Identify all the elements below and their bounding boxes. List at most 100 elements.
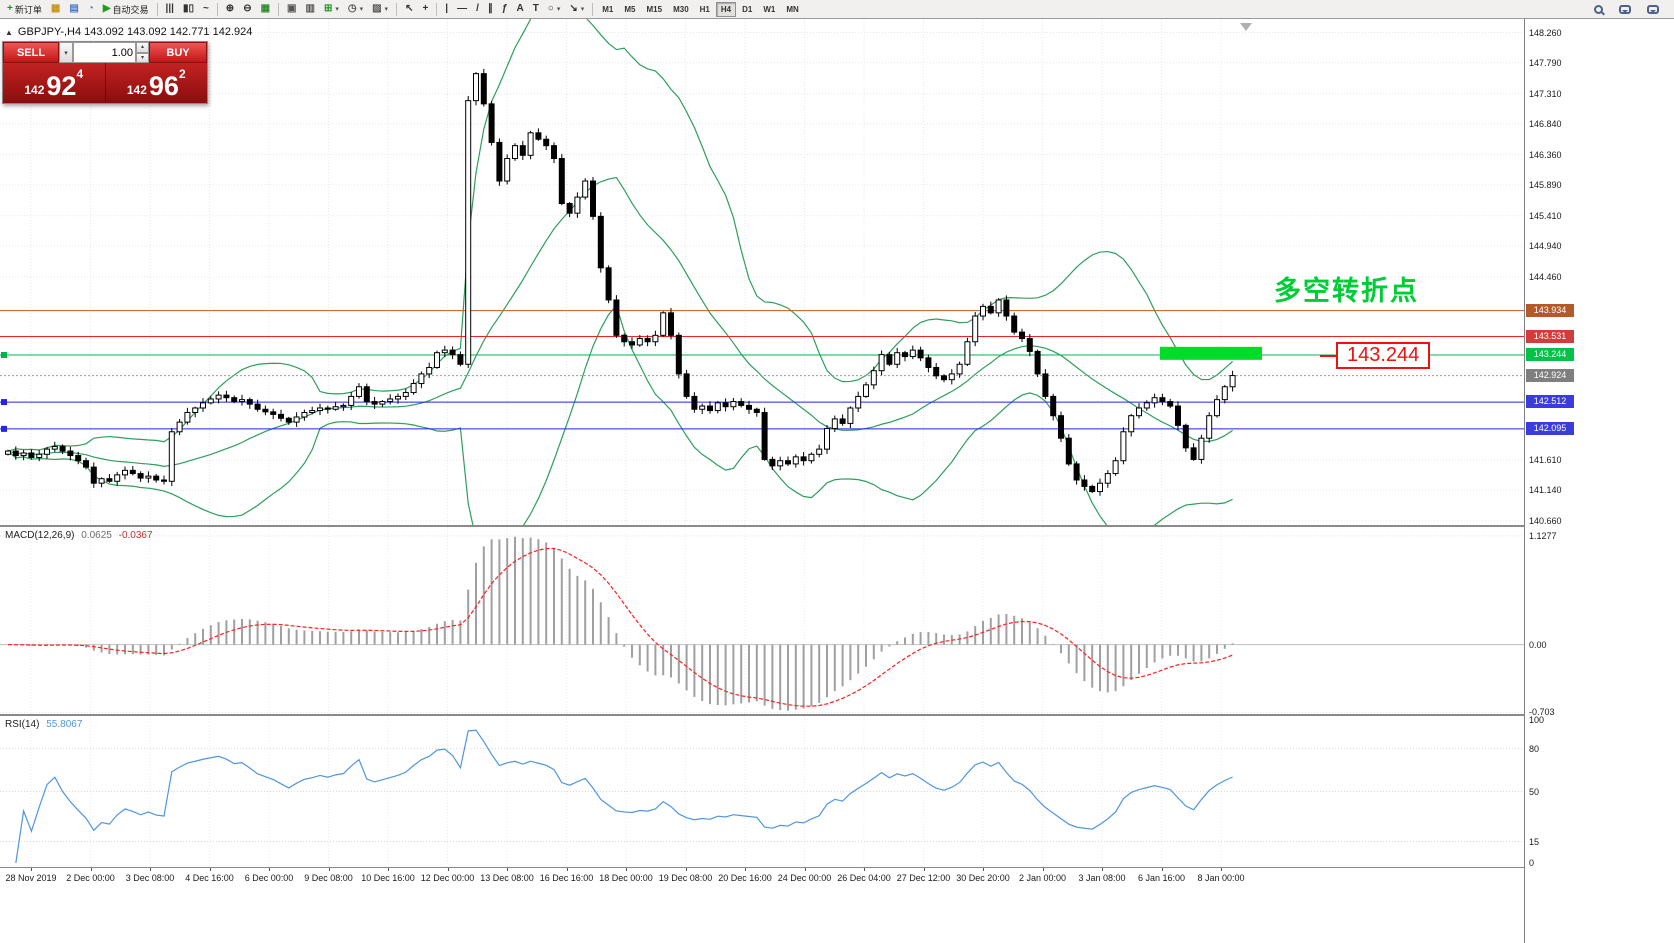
price-tick: 144.940 [1529,240,1562,251]
rsi-scale-tick: 15 [1529,836,1540,847]
rsi-line[interactable] [15,729,1233,864]
time-tick [923,868,925,871]
candle-body [987,305,994,314]
candle-body [51,446,58,450]
macd-signal-line[interactable] [7,547,1233,707]
bar-chart-icon[interactable]: ||| [162,1,178,17]
search-icon[interactable] [1590,1,1607,17]
buy-button[interactable]: BUY [149,42,207,63]
timeframe-m15[interactable]: M15 [642,2,668,17]
auto-trading-button-label: 自动交易 [112,4,149,15]
zoom-in-icon[interactable]: ⊕ [222,1,238,17]
market-watch-icon[interactable]: ◔ [84,1,98,17]
price-callout-label[interactable]: 143.244 [1336,342,1431,369]
line-anchor-marker[interactable] [1,352,7,359]
rsi-panel[interactable]: RSI(14) 55.8067 [0,714,1524,867]
sell-price-point: 4 [76,67,84,81]
candle-body [434,352,440,368]
chart-shift-icon[interactable] [1240,23,1252,31]
candlestick-chart[interactable] [0,19,1524,525]
candle-body [512,145,518,160]
toolbar-separator [216,2,218,16]
volume-up-button[interactable]: ▴ [136,42,149,53]
text-label-icon[interactable]: T [529,1,543,17]
new-order-button[interactable]: + 新订单 [3,1,46,17]
timeframe-m30[interactable]: M30 [668,2,694,17]
auto-trading-button[interactable]: ▶ 自动交易 [99,1,153,17]
buy-price-display[interactable]: 142 96 2 [104,63,208,103]
candle-body [504,158,511,182]
timeframe-w1[interactable]: W1 [758,2,780,17]
time-axis[interactable]: 28 Nov 2019 2 Dec 00:00 3 Dec 08:00 4 Dec 1… [0,867,1524,887]
candlestick-chart-icon[interactable]: ▮▯ [179,1,198,17]
price-scale[interactable]: 148.260 147.790 147.310 146.840 146.360 145.8… [1524,19,1674,943]
panel-toggle-icon[interactable]: ▲ [5,27,13,37]
timeframe-d1[interactable]: D1 [737,2,757,17]
line-anchor-marker[interactable] [1,399,7,406]
channel-icon[interactable]: ∥ [484,1,497,17]
candle-body [223,394,230,399]
candle-body [956,363,963,375]
timeframe-h1[interactable]: H1 [695,2,715,17]
time-tick-label: 2 Jan 00:00 [1018,873,1067,883]
candle-body [941,375,947,381]
candle-body [1058,415,1064,439]
vertical-line-icon[interactable]: | [441,1,452,17]
templates-button[interactable]: ▨ ▾ [368,1,392,17]
community-icon[interactable] [1643,1,1663,17]
timeframe-m1[interactable]: M1 [597,2,618,17]
bollinger-upper-line[interactable] [7,19,1233,452]
main-chart-panel[interactable]: ▲ GBPJPY-,H4 143.092 143.092 142.771 142… [0,19,1524,525]
crosshair-icon[interactable]: + [418,1,432,17]
candle-body [746,404,752,410]
macd-name: MACD(12,26,9) [5,530,75,541]
text-icon[interactable]: A [512,1,527,17]
candle-body [176,421,183,433]
chat-icon[interactable] [1615,1,1635,17]
shapes-icon[interactable]: ○ ▾ [544,1,565,17]
candle-body [699,405,706,410]
fibonacci-icon[interactable]: ƒ [498,1,512,17]
line-anchor-marker[interactable] [1,425,7,432]
bollinger-lower-line[interactable] [7,304,1233,525]
volume-down-button[interactable]: ▾ [136,52,149,63]
rsi-chart[interactable] [0,716,1524,867]
cursor-icon[interactable]: ↖ [401,1,417,17]
sell-price-display[interactable]: 142 92 4 [3,63,105,103]
ohlc-data-line[interactable]: ▲ GBPJPY-,H4 143.092 143.092 142.771 142… [5,26,252,38]
tile-windows-icon[interactable]: ▦ [257,1,274,17]
timeframe-m5[interactable]: M5 [619,2,640,17]
volume-input[interactable] [73,42,136,63]
sell-button[interactable]: SELL [3,42,59,63]
sell-options-dropdown[interactable]: ▾ [59,42,73,63]
candle-body [426,366,433,375]
timeframe-mn[interactable]: MN [781,2,803,17]
zoom-out-icon[interactable]: ⊖ [239,1,255,17]
candle-body [278,413,284,419]
highlight-rectangle[interactable] [1160,346,1262,360]
arrows-icon[interactable]: ↘ ▾ [565,1,588,17]
timeframe-h4[interactable]: H4 [715,1,737,17]
price-badge-142.095: 142.095 [1526,421,1574,435]
chart-annotation-text[interactable]: 多空转折点 [1274,276,1419,306]
zoom-out-icon: ⊖ [243,3,252,14]
macd-panel[interactable]: MACD(12,26,9) 0.0625 -0.0367 [0,525,1524,714]
candle-body [707,405,713,412]
time-tick-label: 4 Dec 16:00 [185,873,234,883]
profiles-icon[interactable]: ▤ [65,1,82,17]
price-tick: 146.840 [1529,118,1562,129]
line-chart-icon[interactable]: ~ [199,1,213,17]
horizontal-line-icon[interactable]: — [453,1,471,17]
trendline-icon[interactable]: / [472,1,483,17]
periods-button[interactable]: ◷ ▾ [344,1,367,17]
toolbar-right [1590,1,1671,17]
candles-group[interactable] [5,68,1236,496]
candle-body [153,475,160,481]
bollinger-middle-line[interactable] [7,176,1233,468]
chart-list-icon[interactable]: ▥ [301,1,318,17]
indicators-button[interactable]: ⊞ ▾ [320,1,343,17]
toolbar-left: + 新订单 ▦ ▤ ◔ ▶ 自动交易 ||| ▮▯ ~ ⊕ ⊖ ▦ ▣ ▥ ⊞ ▾ ◷ ▾ ▨ ▾ ↖ + | — / ∥ ƒ A T ○ ▾… [3,1,596,17]
macd-chart[interactable] [0,527,1524,714]
chart-window-icon[interactable]: ▦ [47,1,64,17]
new-chart-icon[interactable]: ▣ [283,1,300,17]
